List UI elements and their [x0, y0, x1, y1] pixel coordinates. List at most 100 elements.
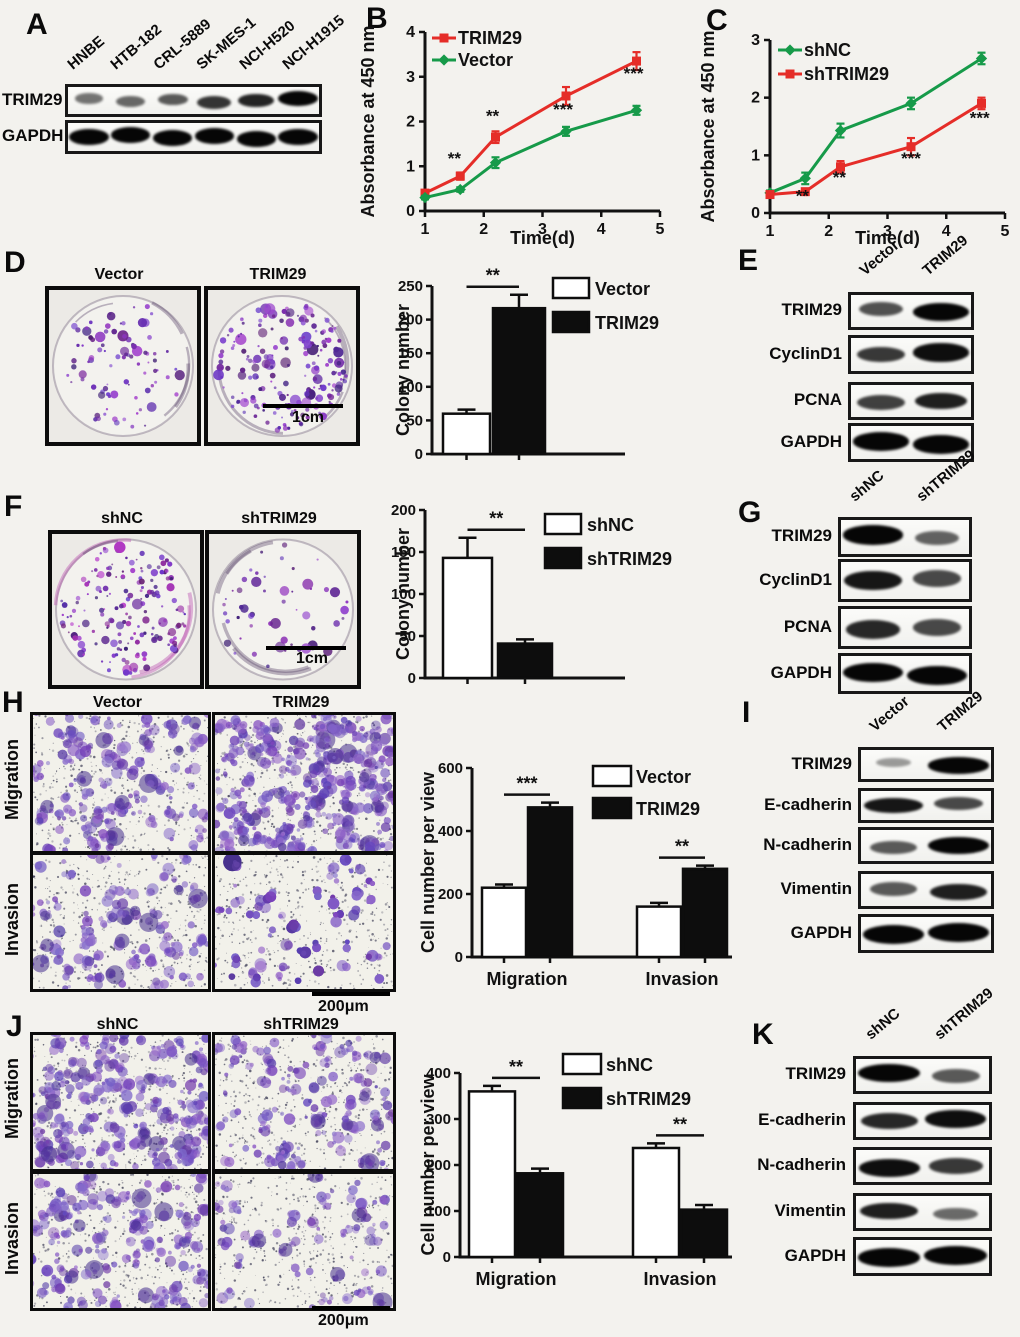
protein-band	[931, 1069, 980, 1083]
transwell-h-trim29-invasion	[212, 852, 396, 992]
svg-text:1: 1	[751, 147, 760, 164]
svg-text:400: 400	[426, 1065, 451, 1082]
svg-text:2: 2	[824, 223, 833, 240]
svg-text:0: 0	[455, 949, 463, 966]
protein-band	[157, 93, 188, 106]
svg-text:**: **	[796, 186, 810, 205]
svg-text:3: 3	[751, 32, 760, 49]
svg-text:100: 100	[426, 1203, 451, 1220]
svg-text:150: 150	[398, 345, 423, 362]
protein-band	[927, 757, 990, 774]
protein-band	[845, 620, 901, 639]
protein-band	[912, 303, 970, 321]
scale-bar-h	[312, 992, 390, 996]
transwell-h-vector-migration	[30, 712, 211, 854]
svg-text:**: **	[448, 149, 462, 168]
panel-k-label: K	[752, 1018, 774, 1051]
blot-row-label: TRIM29	[771, 526, 832, 545]
protein-band	[152, 130, 193, 146]
colony-dish-vector-image	[49, 290, 197, 442]
protein-band	[870, 840, 917, 855]
panel-c-label: C	[706, 4, 728, 37]
transwell-j-shnc-invasion-image	[33, 1174, 208, 1308]
protein-band	[858, 1159, 920, 1177]
protein-band	[69, 129, 109, 145]
blot-box	[853, 1147, 992, 1185]
svg-text:0: 0	[415, 446, 423, 463]
panel-f-label: F	[4, 490, 23, 523]
protein-band	[930, 883, 987, 901]
svg-text:**: **	[486, 107, 500, 126]
protein-band	[858, 301, 904, 317]
colony-dish-trim29-image	[208, 290, 356, 442]
blot-row-label: TRIM29	[2, 89, 63, 109]
svg-text:***: ***	[970, 109, 990, 128]
svg-text:**: **	[833, 168, 847, 187]
scale-bar-h-label: 200μm	[318, 998, 369, 1015]
transwell-h-trim29-migration	[212, 712, 396, 854]
blot-box	[838, 517, 972, 557]
svg-text:4: 4	[942, 223, 951, 240]
colony-dish-shnc-image	[52, 534, 200, 685]
protein-band	[933, 796, 984, 811]
svg-text:TRIM29: TRIM29	[595, 313, 659, 333]
protein-band	[856, 346, 906, 363]
protein-band	[927, 836, 990, 855]
blot-lane-label: Vector	[866, 692, 913, 736]
protein-band	[194, 128, 235, 144]
svg-text:Time(d): Time(d)	[510, 228, 575, 248]
panel-e-label: E	[738, 244, 759, 277]
svg-text:1: 1	[421, 221, 430, 238]
svg-text:3: 3	[883, 223, 892, 240]
protein-band	[912, 570, 962, 587]
blot-row-label: E-cadherin	[758, 1110, 846, 1129]
transwell-j-shtrim29-invasion	[212, 1171, 396, 1311]
blot-lane-label: shTRIM29	[931, 984, 997, 1044]
svg-text:150: 150	[391, 544, 416, 561]
colony-dish-vector	[45, 286, 201, 446]
protein-band	[111, 127, 151, 143]
protein-band	[914, 530, 960, 546]
transwell-h-trim29-migration-image	[215, 715, 393, 851]
blot-box	[838, 606, 972, 649]
transwell-h-vector-invasion-image	[33, 855, 208, 989]
svg-text:2: 2	[751, 90, 760, 107]
panel-b-label: B	[366, 2, 388, 35]
protein-band	[857, 1248, 921, 1267]
blot-box	[65, 84, 322, 117]
transwell-j-shtrim29-migration	[212, 1032, 396, 1172]
svg-text:***: ***	[553, 100, 573, 119]
blot-row-label: GAPDH	[2, 126, 64, 145]
svg-text:2: 2	[479, 221, 488, 238]
svg-text:300: 300	[426, 1111, 451, 1128]
dish-title-shnc: shNC	[101, 510, 143, 527]
svg-text:50: 50	[399, 628, 416, 645]
blot-box	[838, 653, 972, 694]
protein-band	[116, 95, 146, 108]
svg-text:400: 400	[438, 823, 463, 840]
dish-title-vector: Vector	[94, 266, 144, 283]
protein-band	[912, 435, 970, 454]
svg-text:shTRIM29: shTRIM29	[606, 1089, 691, 1109]
protein-band	[914, 392, 968, 410]
svg-text:100: 100	[398, 379, 423, 396]
svg-text:**: **	[489, 509, 503, 529]
blot-box	[848, 292, 974, 330]
svg-text:Vector: Vector	[458, 50, 513, 70]
svg-text:Absorbance at 450 nm: Absorbance at 450 nm	[358, 25, 378, 217]
svg-text:Colony number: Colony number	[393, 528, 413, 660]
panel-h-label: H	[2, 686, 24, 719]
colony-dish-shnc	[48, 530, 204, 689]
colony-number-bar-chart-f: 0 50 100 150 200 Colony number ** shNC shTRIM29	[391, 502, 672, 687]
blot-box	[853, 1237, 992, 1276]
protein-band	[75, 93, 103, 104]
svg-text:2: 2	[406, 114, 415, 131]
protein-band	[928, 1158, 983, 1174]
svg-text:Vector: Vector	[595, 279, 650, 299]
scale-bar-f-label: 1cm	[296, 650, 329, 667]
svg-text:1: 1	[406, 158, 415, 175]
transwell-h-row-title-migration: Migration	[2, 739, 22, 821]
svg-text:600: 600	[438, 760, 463, 777]
protein-band	[870, 882, 917, 896]
svg-text:0: 0	[408, 670, 416, 687]
